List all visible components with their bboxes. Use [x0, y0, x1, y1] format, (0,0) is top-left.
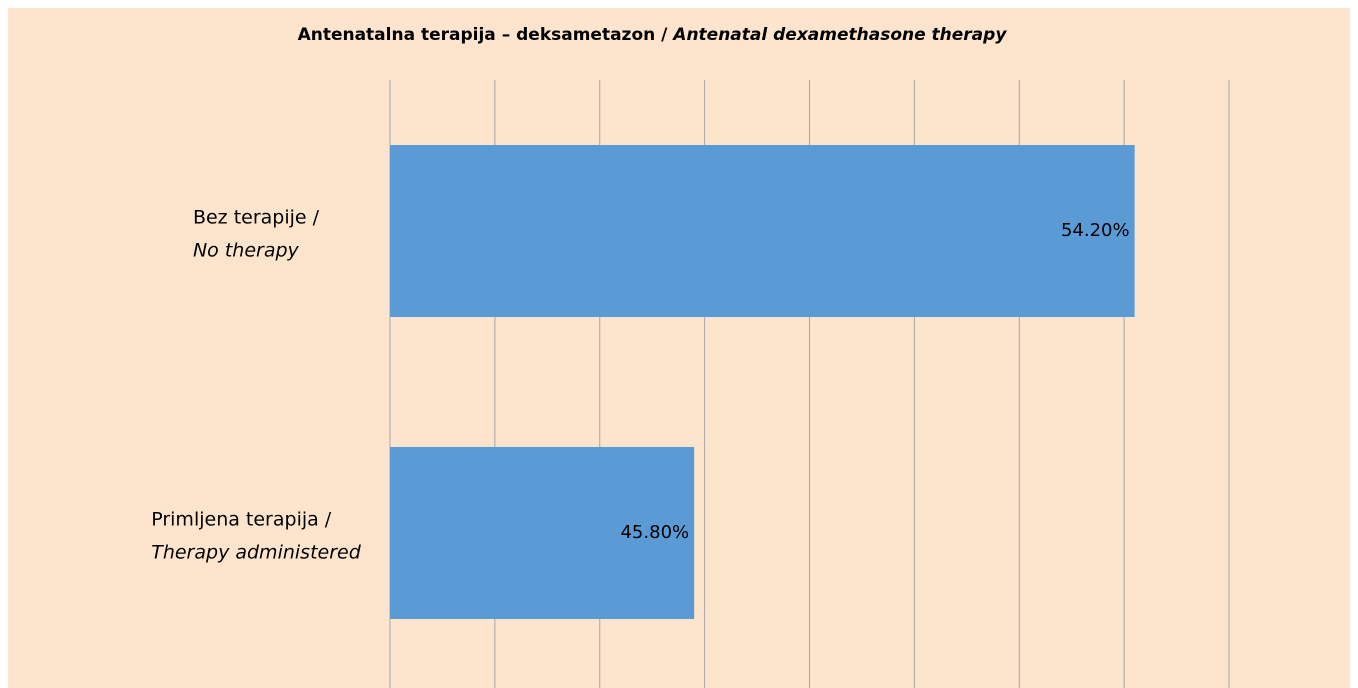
title-part: Antenatalna terapija – deksametazon / [298, 25, 669, 45]
data-label: 45.80% [620, 522, 689, 543]
chart-title: Antenatalna terapija – deksametazon / An… [298, 25, 1008, 45]
y-tick-label: Primljena terapija / [151, 509, 332, 531]
title-part: Antenatal dexamethasone therapy [671, 25, 1007, 45]
y-tick-label: Bez terapije / [193, 207, 320, 229]
y-tick-label: Therapy administered [151, 542, 361, 564]
bar [390, 145, 1135, 317]
bar [390, 447, 695, 619]
data-label: 54.20% [1061, 220, 1130, 241]
y-tick-label: No therapy [193, 240, 300, 262]
